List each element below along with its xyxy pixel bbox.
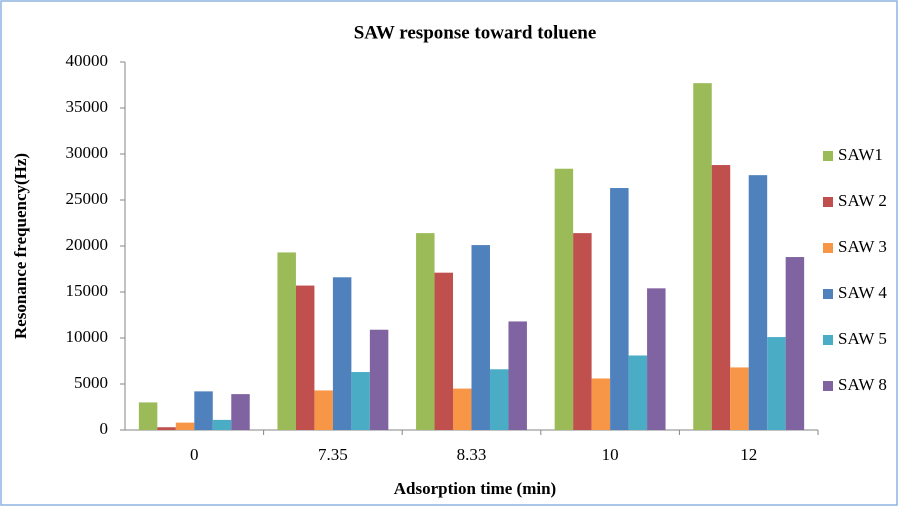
x-axis-label: Adsorption time (min) <box>394 479 556 498</box>
y-tick-label: 40000 <box>66 51 109 70</box>
bar <box>194 391 213 430</box>
bar <box>610 188 629 430</box>
x-tick-label: 7.35 <box>318 445 348 464</box>
bar <box>453 388 472 430</box>
chart-title: SAW response toward toluene <box>354 22 597 43</box>
bar <box>748 175 768 430</box>
bar <box>138 402 158 430</box>
bar <box>434 272 454 430</box>
bar <box>785 257 805 430</box>
y-tick-label: 15000 <box>66 281 109 300</box>
bar <box>573 233 592 430</box>
bar <box>175 422 195 430</box>
legend-swatch <box>823 151 833 161</box>
bar <box>767 337 786 430</box>
x-tick-label: 8.33 <box>457 445 487 464</box>
bar <box>231 394 250 430</box>
bar <box>351 372 370 430</box>
y-tick-label: 10000 <box>66 327 109 346</box>
y-tick-label: 20000 <box>66 235 109 254</box>
legend-label: SAW1 <box>838 145 883 164</box>
bar <box>730 367 749 430</box>
bar <box>314 390 333 430</box>
bar <box>157 427 176 430</box>
bar <box>332 277 352 430</box>
bar <box>212 419 232 430</box>
bar <box>508 321 527 430</box>
bar <box>277 252 296 430</box>
bar <box>416 233 435 430</box>
legend-swatch <box>823 197 833 207</box>
bar <box>489 369 509 430</box>
legend-swatch <box>823 289 833 299</box>
y-tick-label: 30000 <box>66 143 109 162</box>
bar <box>591 378 611 430</box>
x-tick-label: 10 <box>602 445 619 464</box>
legend-swatch <box>823 381 833 391</box>
legend-swatch <box>823 335 833 345</box>
bar <box>628 355 648 430</box>
legend-label: SAW 5 <box>838 329 887 348</box>
x-tick-label: 12 <box>740 445 757 464</box>
y-axis-label: Resonance frequency(Hz) <box>11 153 30 339</box>
y-tick-label: 5000 <box>74 373 108 392</box>
x-tick-label: 0 <box>190 445 199 464</box>
bar <box>369 329 389 430</box>
y-tick-label: 0 <box>100 419 109 438</box>
bar <box>471 245 490 430</box>
legend-label: SAW 4 <box>838 283 887 302</box>
legend-label: SAW 8 <box>838 375 887 394</box>
legend-label: SAW 3 <box>838 237 887 256</box>
legend-swatch <box>823 243 833 253</box>
y-tick-label: 25000 <box>66 189 109 208</box>
bar <box>693 83 712 430</box>
bar <box>295 285 315 430</box>
bar <box>647 288 666 430</box>
legend-label: SAW 2 <box>838 191 887 210</box>
bar <box>711 165 731 431</box>
y-tick-label: 35000 <box>66 97 109 116</box>
bar <box>554 168 574 430</box>
